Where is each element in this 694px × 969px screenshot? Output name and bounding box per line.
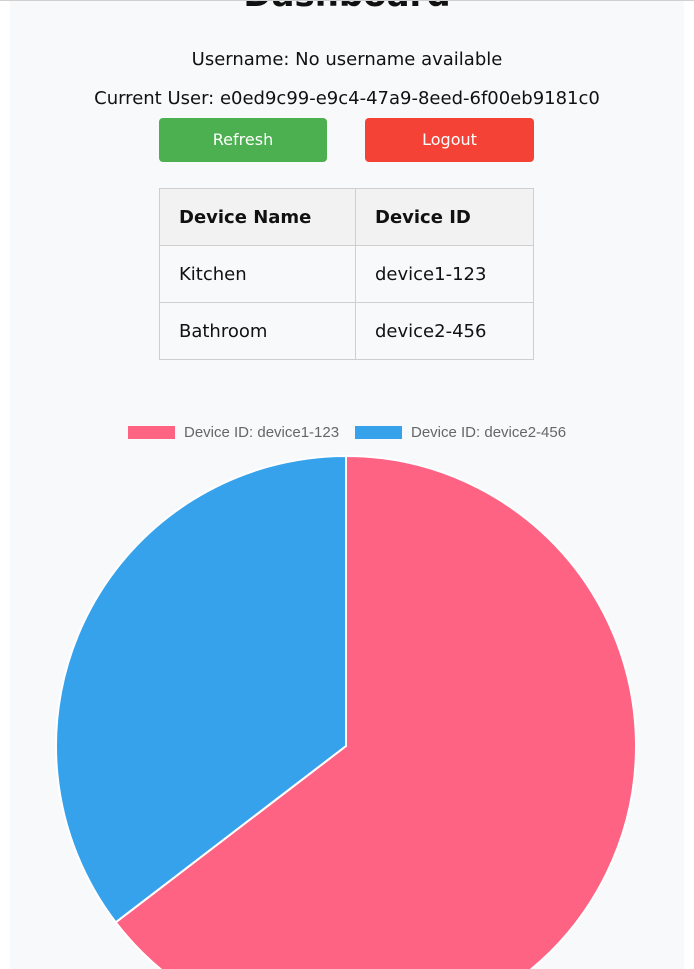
title: Dashboard <box>0 1 694 15</box>
current-user: Current User: e0ed9c99-e9c4-47a9-8eed-6f… <box>94 88 600 109</box>
cell: device1-123 <box>355 245 534 303</box>
username: Username: No username available <box>191 49 503 70</box>
row: Bathroom device2-456 <box>159 302 534 360</box>
cell: device2-456 <box>355 302 534 360</box>
row: Kitchen device1-123 <box>159 245 534 303</box>
legend-label[interactable]: Device ID: device2-456 <box>411 424 566 441</box>
column-header: Device ID <box>355 188 534 246</box>
legend-swatch[interactable] <box>355 426 402 439</box>
header-row: Device Name Device ID <box>159 188 534 246</box>
device-table: Device Name Device ID Kitchen device1-12… <box>159 188 534 360</box>
refresh-button[interactable]: Refresh <box>159 118 327 162</box>
logout-button[interactable]: Logout <box>365 118 534 162</box>
legend-label[interactable]: Device ID: device1-123 <box>184 424 339 441</box>
legend-swatch[interactable] <box>128 426 175 439</box>
column-header: Device Name <box>159 188 356 246</box>
pie-slice <box>55 454 347 924</box>
cell: Bathroom <box>159 302 356 360</box>
pie-slice <box>114 454 637 969</box>
